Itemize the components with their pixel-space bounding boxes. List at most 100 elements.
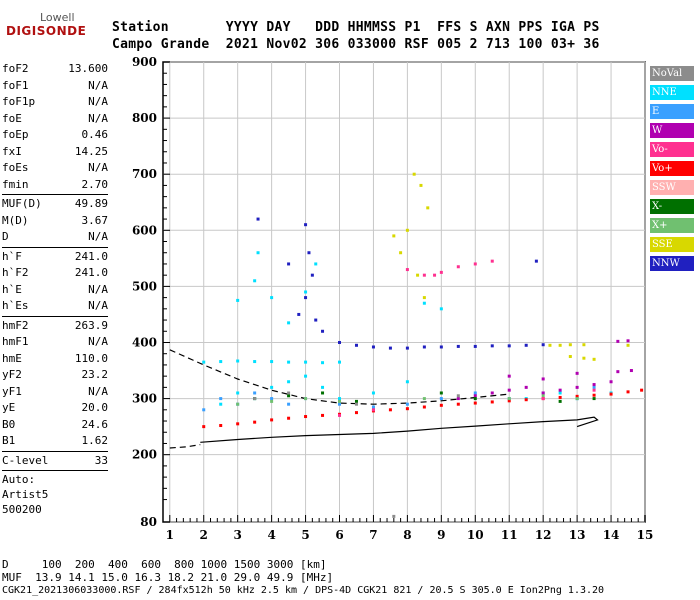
logo-digisonde: DIGISONDE <box>6 24 87 38</box>
data-point <box>371 345 375 349</box>
profile-curve-dashed <box>169 444 201 449</box>
param-label: M(D) <box>2 213 29 227</box>
series-vo- <box>338 259 596 417</box>
data-point <box>616 370 620 374</box>
data-point <box>626 343 630 347</box>
param-label: D <box>2 230 9 243</box>
param-value: N/A <box>88 282 108 296</box>
legend-item-e: E <box>650 104 694 119</box>
data-point <box>456 394 460 398</box>
legend-item-nnw: NNW <box>650 256 694 271</box>
data-point <box>456 402 460 406</box>
param-label: yE <box>2 401 16 414</box>
data-point <box>405 268 409 272</box>
data-point <box>592 357 596 361</box>
param-row: hmE 110.0 <box>2 352 108 369</box>
header-labels: Station YYYY DAY DDD HHMMSS P1 FFS S AXN… <box>112 20 600 35</box>
data-point <box>338 340 342 344</box>
data-point <box>541 397 545 401</box>
data-point <box>304 374 308 378</box>
param-value: 3.67 <box>81 213 109 227</box>
data-point <box>287 416 291 420</box>
data-point <box>354 402 358 406</box>
param-label: foF1 <box>2 78 29 92</box>
data-point <box>626 339 630 343</box>
data-point <box>582 343 586 347</box>
param-value: 14.25 <box>74 144 108 158</box>
grid-lines <box>163 61 646 523</box>
data-point <box>253 391 257 395</box>
data-point <box>558 395 562 399</box>
data-point <box>575 371 579 375</box>
data-point <box>507 399 511 403</box>
param-value: 13.600 <box>68 62 108 75</box>
profile-curves <box>169 349 599 449</box>
data-point <box>270 418 274 422</box>
tick-label-y: 80 <box>140 515 157 529</box>
data-point <box>558 388 562 392</box>
param-label: h`F <box>2 249 22 263</box>
data-point <box>219 402 223 406</box>
data-point <box>592 383 596 387</box>
data-point <box>422 273 426 277</box>
param-value: N/A <box>88 161 108 174</box>
data-points <box>202 172 644 518</box>
param-separator <box>2 470 108 471</box>
data-point <box>236 422 240 426</box>
param-separator <box>2 246 108 248</box>
tick-label-y: 800 <box>132 111 157 125</box>
param-value: 0.46 <box>81 128 109 141</box>
distance-row: D 100 200 400 600 800 1000 1500 3000 [km… <box>2 558 327 571</box>
param-value: N/A <box>88 299 108 312</box>
data-point <box>473 394 477 398</box>
param-value: N/A <box>88 384 108 398</box>
param-row: foF2 13.600 <box>2 62 108 79</box>
tick-label-x: 7 <box>369 528 377 542</box>
tick-label-y: 700 <box>132 167 157 181</box>
polarization-legend: NoVal NNE E W Vo- Vo+ SSW X- X+ SSE NNW <box>650 66 694 275</box>
param-value: N/A <box>88 95 108 108</box>
tick-label-x: 14 <box>603 528 620 542</box>
legend-item-vo-: Vo+ <box>650 161 694 176</box>
data-point <box>270 397 274 401</box>
tick-label-y: 300 <box>132 392 157 406</box>
param-label: h`Es <box>2 299 29 312</box>
data-point <box>310 273 314 277</box>
data-point <box>392 514 396 518</box>
series-vo- <box>202 388 644 429</box>
tick-label-x: 15 <box>637 528 654 542</box>
data-point <box>626 390 630 394</box>
data-point <box>307 251 311 255</box>
param-label: C-level <box>2 453 49 467</box>
data-point <box>405 380 409 384</box>
data-point <box>270 399 274 403</box>
tick-label-x: 10 <box>467 528 484 542</box>
data-point <box>388 408 392 412</box>
data-point <box>439 345 443 349</box>
data-point <box>304 397 308 401</box>
data-point <box>371 405 375 409</box>
scaled-parameters-panel: foF2 13.600 foF1 N/A foF1p N/A foE N/A foEp 0.46 f… <box>2 62 108 518</box>
data-point <box>412 172 416 176</box>
param-row: h`Es N/A <box>2 299 108 316</box>
param-separator <box>2 450 108 452</box>
data-point <box>354 343 358 347</box>
data-point <box>256 251 260 255</box>
data-point <box>297 312 301 316</box>
data-point <box>371 391 375 395</box>
auto-scaling-info: Auto: <box>2 473 36 486</box>
data-point <box>405 228 409 232</box>
plot-frame <box>162 61 646 523</box>
series-x- <box>236 394 579 406</box>
data-point <box>426 206 430 210</box>
data-point <box>270 360 274 364</box>
data-point <box>490 259 494 263</box>
param-row: foEs N/A <box>2 161 108 178</box>
data-point <box>507 388 511 392</box>
tick-label-x: 11 <box>501 528 518 542</box>
data-point <box>507 397 511 401</box>
data-point <box>304 290 308 294</box>
param-label: foEs <box>2 161 29 174</box>
axis-ticks: 1 2 3 4 5 6 7 8 9 10 11 12 13 14 158020030040050060070… <box>132 55 653 542</box>
data-point <box>616 339 620 343</box>
